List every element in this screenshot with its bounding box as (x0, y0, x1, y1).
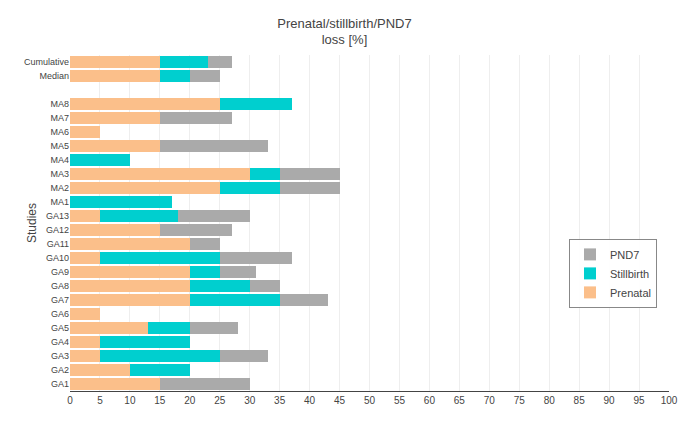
svg-text:MA8: MA8 (50, 99, 69, 109)
svg-text:GA3: GA3 (51, 351, 69, 361)
svg-text:Studies: Studies (25, 203, 39, 243)
svg-text:GA12: GA12 (46, 225, 69, 235)
svg-text:15: 15 (154, 395, 166, 406)
svg-text:MA7: MA7 (50, 113, 69, 123)
svg-text:95: 95 (633, 395, 645, 406)
svg-text:GA6: GA6 (51, 309, 69, 319)
svg-text:65: 65 (454, 395, 466, 406)
svg-text:10: 10 (124, 395, 136, 406)
svg-text:MA1: MA1 (50, 197, 69, 207)
svg-text:30: 30 (244, 395, 256, 406)
svg-text:20: 20 (184, 395, 196, 406)
svg-text:45: 45 (334, 395, 346, 406)
svg-text:GA7: GA7 (51, 295, 69, 305)
svg-text:Stillbirth: Stillbirth (610, 268, 649, 280)
svg-text:GA9: GA9 (51, 267, 69, 277)
svg-text:GA10: GA10 (46, 253, 69, 263)
svg-text:80: 80 (544, 395, 556, 406)
svg-text:GA4: GA4 (51, 337, 69, 347)
svg-text:MA4: MA4 (50, 155, 69, 165)
svg-text:60: 60 (424, 395, 436, 406)
svg-text:Median: Median (39, 71, 69, 81)
svg-text:25: 25 (214, 395, 226, 406)
svg-text:55: 55 (394, 395, 406, 406)
svg-text:100: 100 (661, 395, 678, 406)
svg-text:GA2: GA2 (51, 365, 69, 375)
svg-text:5: 5 (97, 395, 103, 406)
svg-text:PND7: PND7 (610, 249, 639, 261)
svg-text:GA5: GA5 (51, 323, 69, 333)
svg-text:GA1: GA1 (51, 379, 69, 389)
svg-text:MA2: MA2 (50, 183, 69, 193)
svg-text:MA5: MA5 (50, 141, 69, 151)
svg-text:40: 40 (304, 395, 316, 406)
svg-text:Prenatal/stillbirth/PND7loss [: Prenatal/stillbirth/PND7loss [%] (277, 16, 411, 48)
svg-text:50: 50 (364, 395, 376, 406)
svg-text:Prenatal: Prenatal (610, 287, 651, 299)
svg-text:75: 75 (514, 395, 526, 406)
svg-text:GA11: GA11 (47, 239, 69, 249)
svg-text:70: 70 (484, 395, 496, 406)
svg-text:Cumulative: Cumulative (24, 57, 69, 67)
svg-text:GA8: GA8 (51, 281, 69, 291)
svg-text:90: 90 (604, 395, 616, 406)
svg-text:GA13: GA13 (46, 211, 69, 221)
svg-text:0: 0 (67, 395, 73, 406)
svg-text:MA3: MA3 (50, 169, 69, 179)
svg-text:35: 35 (274, 395, 286, 406)
svg-text:MA6: MA6 (50, 127, 69, 137)
svg-text:85: 85 (574, 395, 586, 406)
